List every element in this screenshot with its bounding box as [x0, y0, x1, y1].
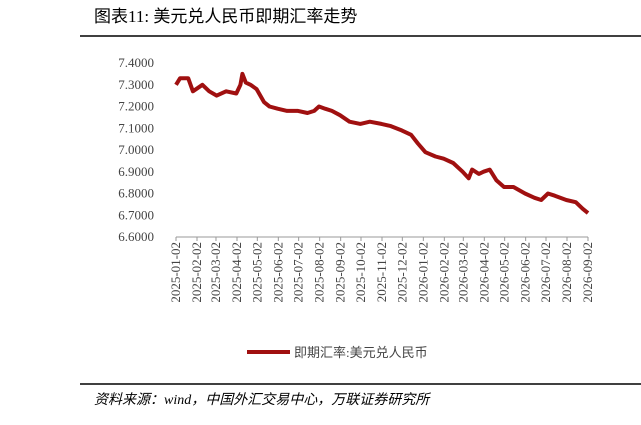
- x-tick-label: 2026-08-02: [559, 242, 574, 303]
- x-tick-label: 2025-10-02: [353, 242, 368, 303]
- x-tick-label: 2025-12-02: [394, 242, 409, 303]
- y-tick-label: 7.0000: [118, 142, 154, 157]
- x-tick-label: 2025-01-02: [168, 242, 183, 303]
- x-tick-label: 2025-02-02: [189, 242, 204, 303]
- y-tick-label: 7.3000: [118, 77, 154, 92]
- x-tick-label: 2026-06-02: [518, 242, 533, 303]
- y-tick-label: 6.9000: [118, 164, 154, 179]
- x-tick-label: 2026-03-02: [455, 242, 470, 303]
- x-tick-label: 2025-03-02: [208, 242, 223, 303]
- x-tick-label: 2025-09-02: [333, 242, 348, 303]
- x-tick-label: 2026-07-02: [538, 242, 553, 303]
- y-tick-label: 6.8000: [118, 186, 154, 201]
- x-tick-label: 2025-05-02: [249, 242, 264, 303]
- x-tick-label: 2025-08-02: [312, 242, 327, 303]
- y-tick-label: 7.2000: [118, 99, 154, 114]
- x-tick-label: 2026-01-02: [415, 242, 430, 303]
- y-tick-label: 6.7000: [118, 207, 154, 222]
- x-tick-label: 2026-05-02: [497, 242, 512, 303]
- series-line: [174, 71, 590, 215]
- x-tick-label: 2025-07-02: [291, 242, 306, 303]
- legend-label: 即期汇率:美元兑人民币: [294, 345, 428, 360]
- x-tick-label: 2026-04-02: [476, 242, 491, 303]
- y-tick-label: 7.4000: [118, 55, 154, 70]
- chart-title: 图表11: 美元兑人民币即期汇率走势: [94, 7, 357, 26]
- x-tick-label: 2025-11-02: [374, 242, 389, 302]
- x-tick-label: 2026-09-02: [580, 242, 595, 303]
- x-tick-label: 2025-04-02: [229, 242, 244, 303]
- y-tick-label: 6.6000: [118, 229, 154, 244]
- x-tick-label: 2025-06-02: [270, 242, 285, 303]
- source-note: 资料来源：wind，中国外汇交易中心，万联证券研究所: [94, 392, 431, 408]
- x-tick-label: 2026-02-02: [436, 242, 451, 303]
- y-tick-label: 7.1000: [118, 120, 154, 135]
